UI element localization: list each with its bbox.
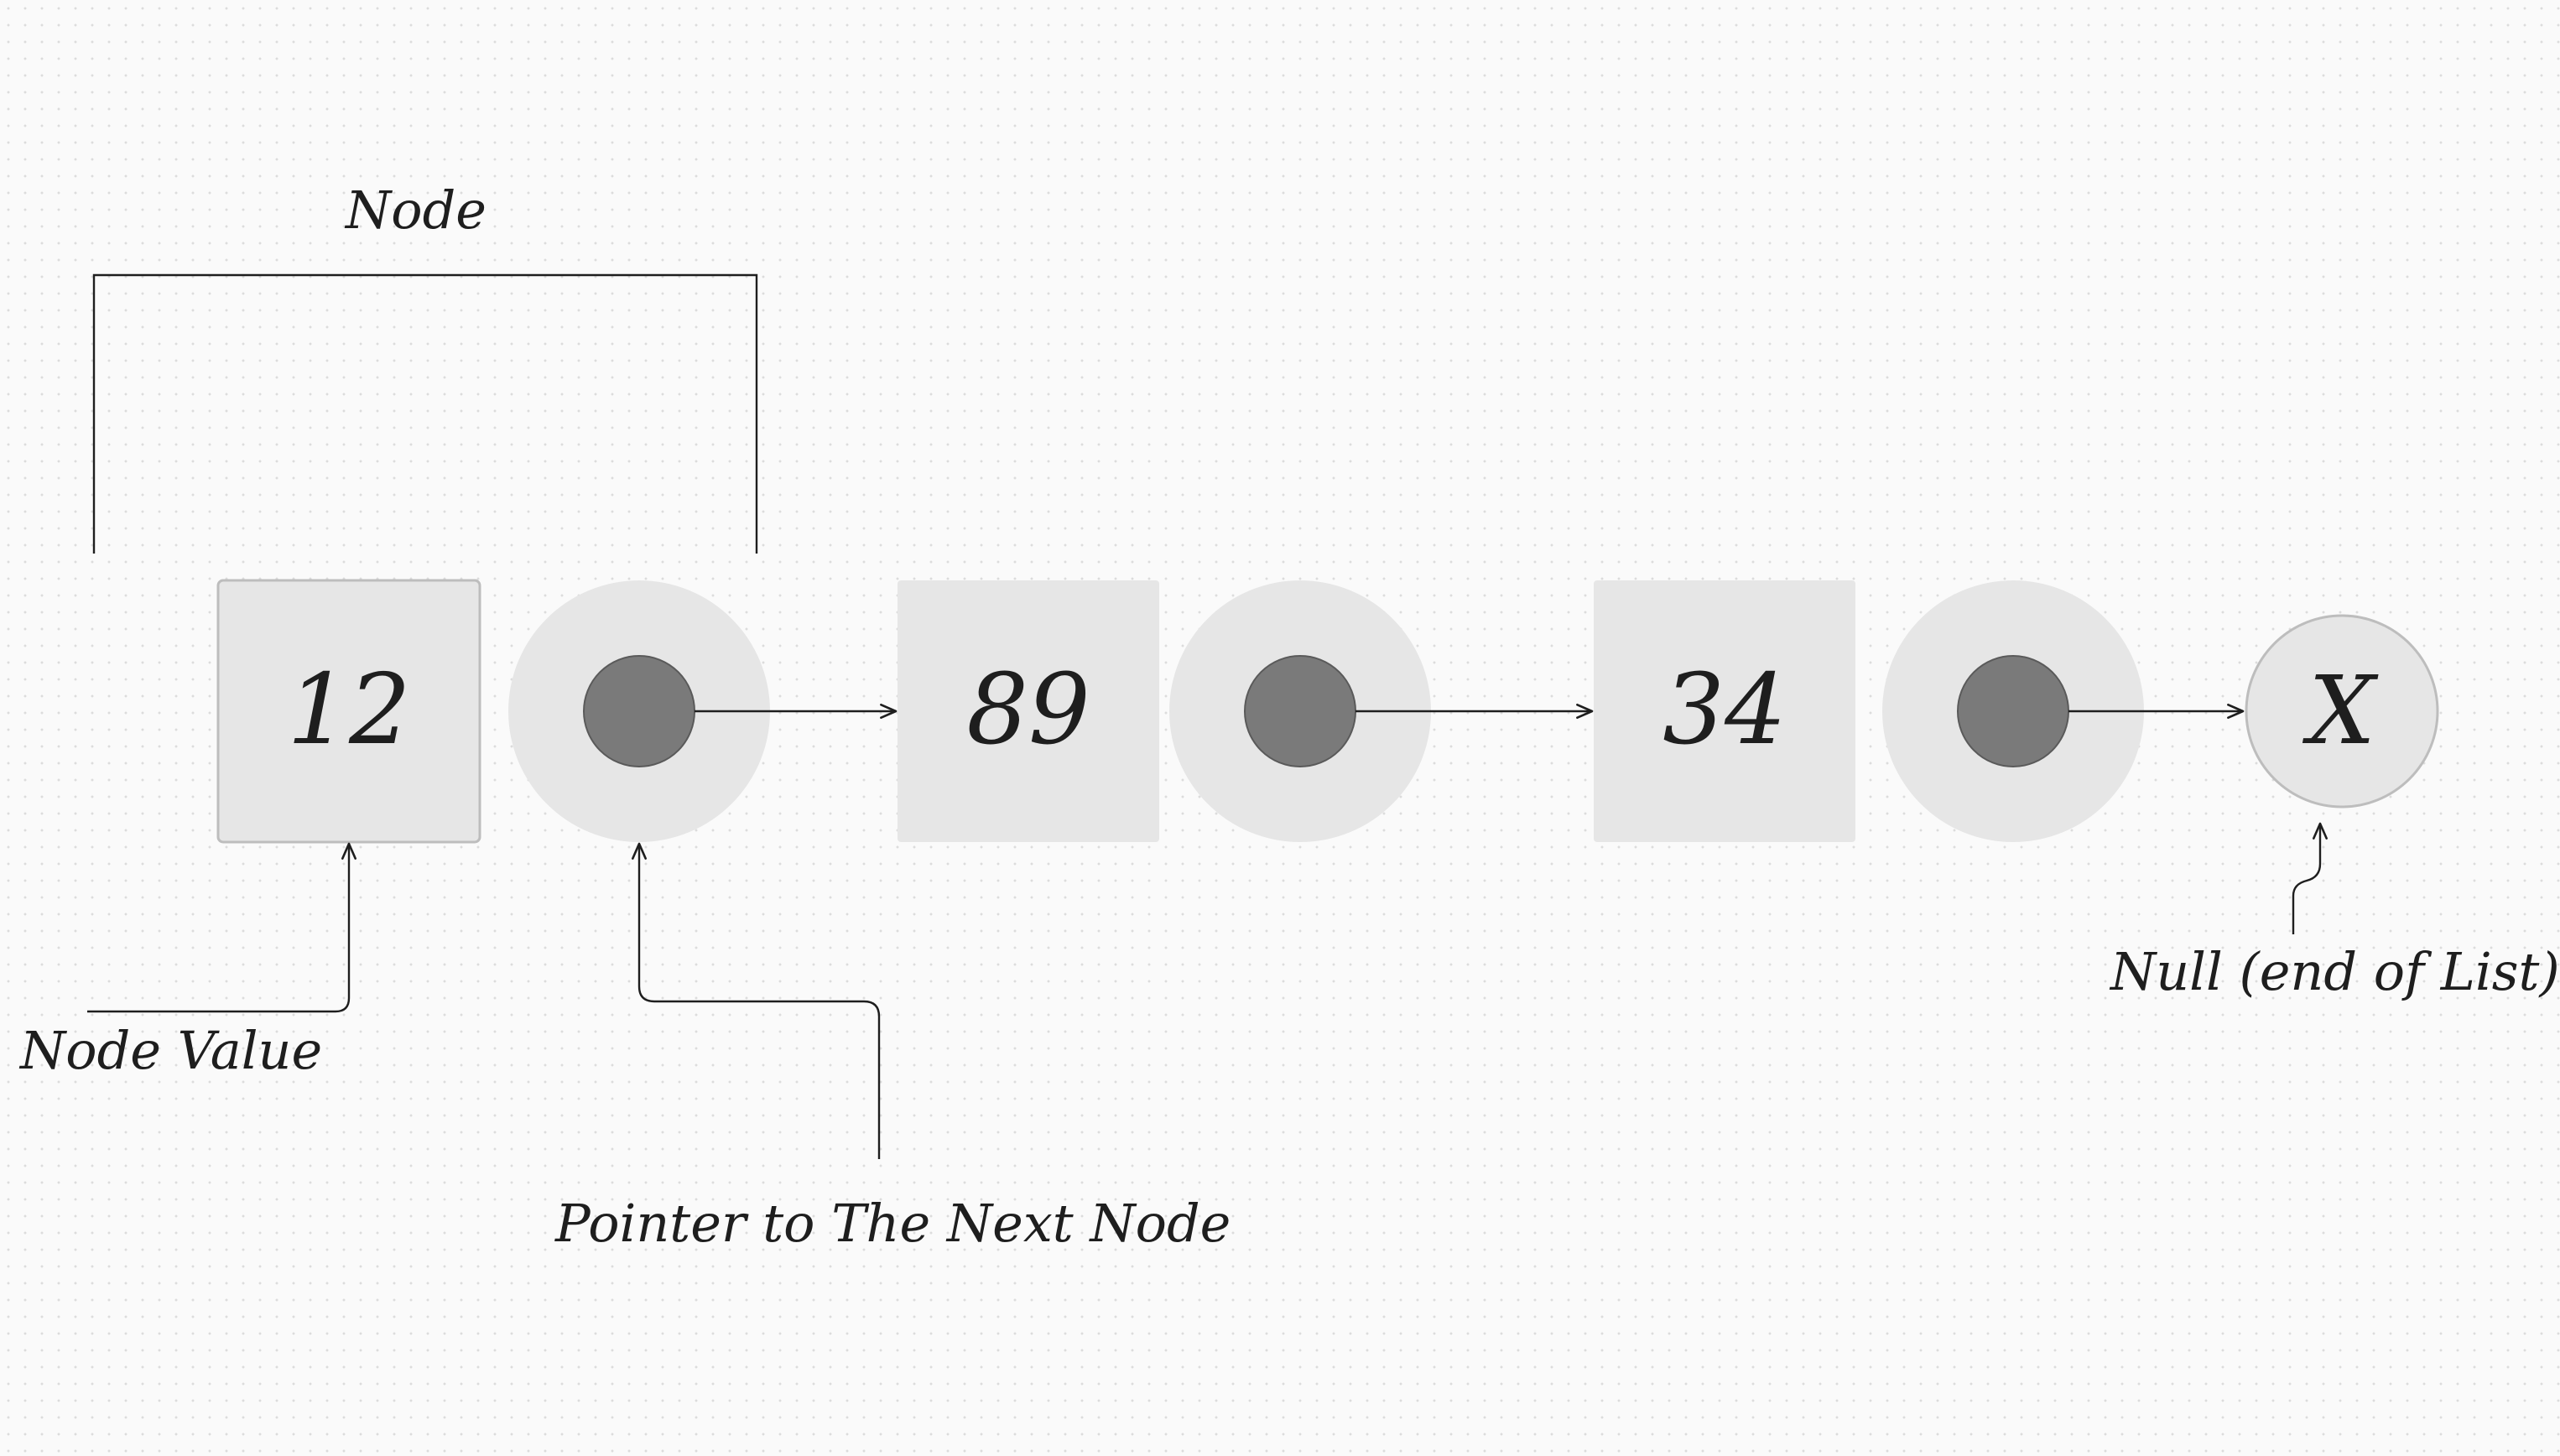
pointer-callout-line [631,842,881,1159]
null-symbol: X [2302,657,2379,766]
pointer-dot-3 [1957,655,2069,767]
node-bracket [92,273,758,554]
node-value-callout-line [87,842,357,1013]
pointer-label: Pointer to The Next Node [554,1193,1231,1254]
node-value-1: 12 [287,653,411,767]
node-value-box-3 [1594,580,1855,842]
node-value-box-1 [216,579,481,844]
null-label: Null (end of List) [2109,941,2560,1002]
node-label: Node [344,179,487,241]
pointer-dot-1 [583,655,695,767]
node-value-box-2 [898,580,1159,842]
null-callout-line [2292,822,2328,934]
null-circle [2245,614,2439,809]
node-value-label: Node Value [18,1020,322,1081]
node-value-3: 34 [1662,653,1787,767]
node-value-2: 89 [966,653,1090,767]
pointer-dot-2 [1244,655,1356,767]
